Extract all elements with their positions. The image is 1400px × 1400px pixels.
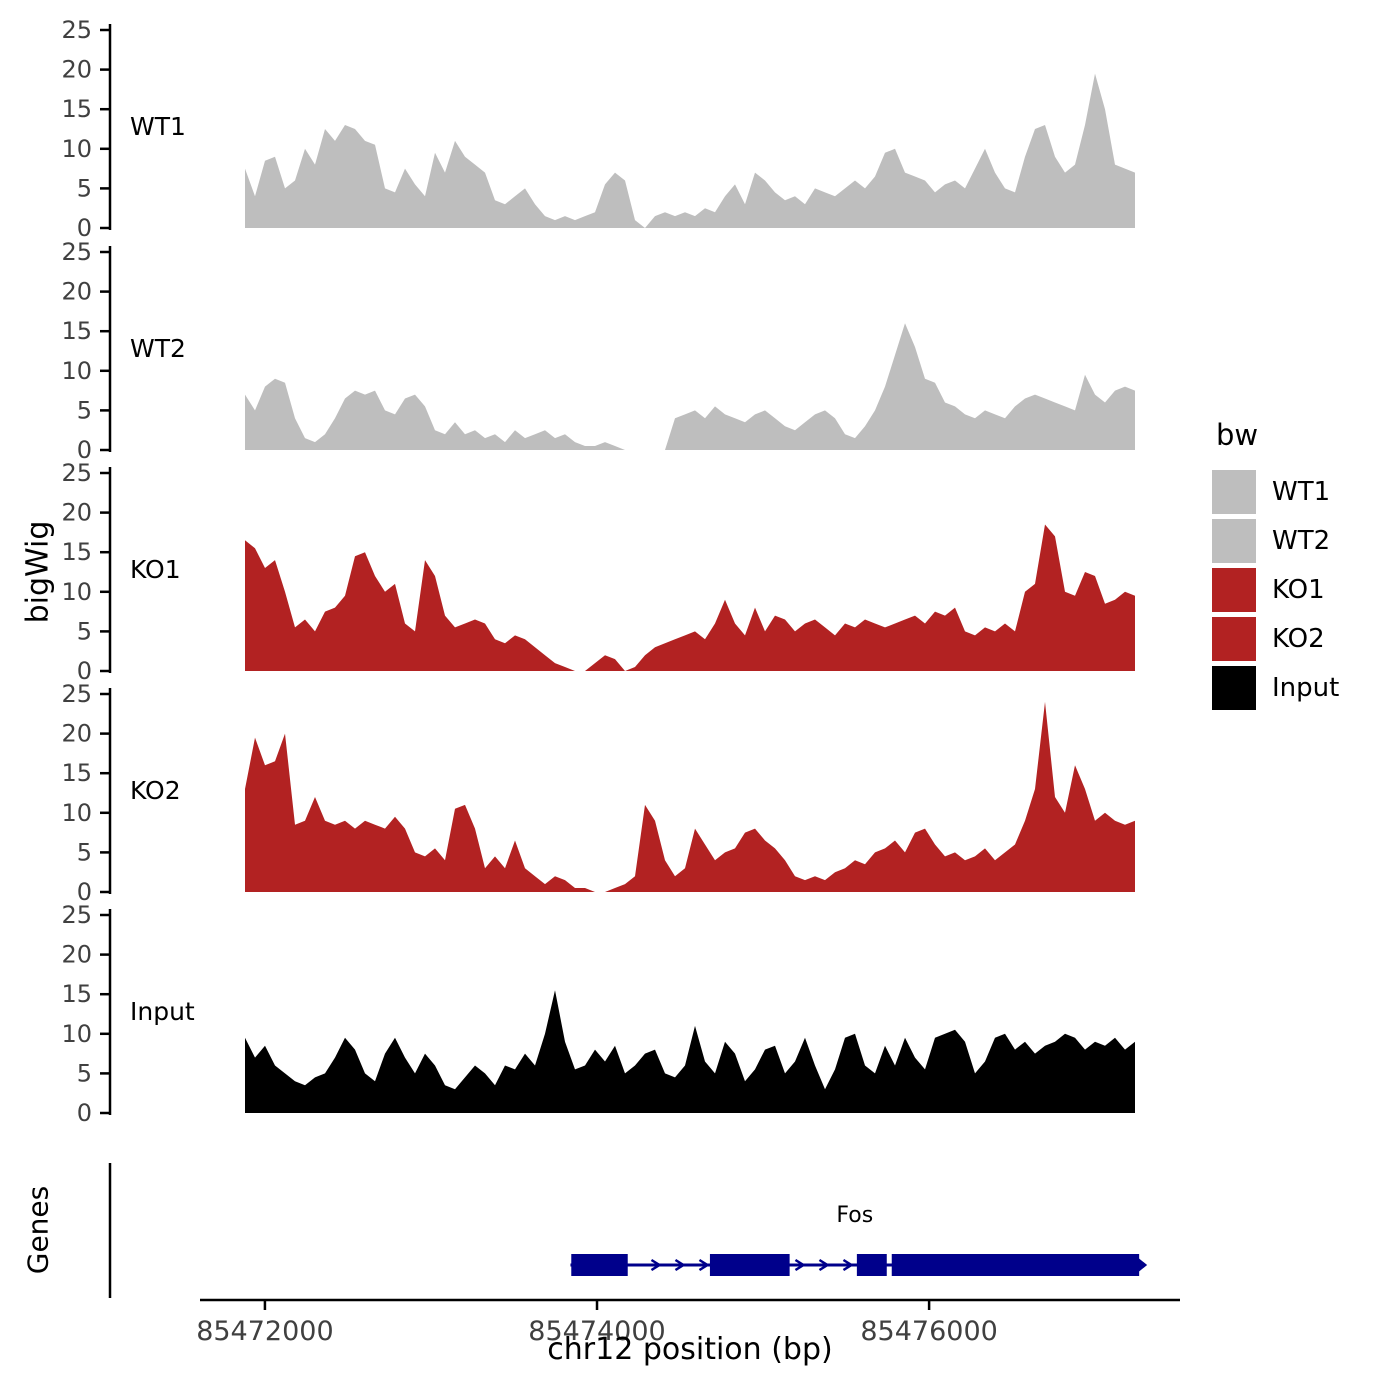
y-tick-label: 15 [61,538,92,566]
legend-label: KO2 [1272,624,1325,654]
track-KO1: 0 5 10 15 20 25 KO1 [61,459,1135,685]
x-axis-title: chr12 position (bp) [547,1332,833,1367]
y-tick-label: 0 [77,214,92,242]
legend-label: Input [1272,673,1340,703]
gene-exon [891,1254,1140,1276]
y-tick-label: 25 [61,680,92,708]
legend-label: WT1 [1272,477,1331,507]
legend-entry-KO2: KO2 [1212,617,1339,661]
y-tick-label: 25 [61,238,92,266]
legend-entry-WT2: WT2 [1212,519,1339,563]
y-tick-label: 0 [77,436,92,464]
track-label-WT1: WT1 [130,112,186,141]
y-tick-label: 0 [77,657,92,685]
track-label-Input: Input [130,997,195,1026]
y-tick-label: 20 [61,499,92,527]
y-tick-label: 5 [77,174,92,202]
y-tick-label: 10 [61,1020,92,1048]
y-tick-label: 10 [61,799,92,827]
legend-swatch [1212,519,1256,563]
strand-arrow-icon [650,1258,662,1272]
y-tick-label: 15 [61,980,92,1008]
y-tick-label: 10 [61,357,92,385]
legend-entry-KO1: KO1 [1212,568,1339,612]
y-tick-label: 5 [77,617,92,645]
y-tick-label: 10 [61,135,92,163]
gene-end-arrow-icon [1137,1257,1148,1273]
coverage-area-WT2 [245,323,1135,450]
y-tick-label: 20 [61,720,92,748]
gene-label: Fos [836,1203,873,1228]
legend-entries: WT1 WT2 KO1 KO2 Input [1212,470,1339,710]
y-tick-label: 15 [61,759,92,787]
track-label-KO2: KO2 [130,776,181,805]
strand-arrow-icon [674,1258,686,1272]
y-tick-label: 20 [61,278,92,306]
y-tick-label: 10 [61,578,92,606]
strand-arrow-icon [794,1258,806,1272]
x-tick-label: 85474000 [528,1316,665,1347]
legend: bw WT1 WT2 KO1 KO2 Input [1212,418,1339,715]
y-tick-label: 5 [77,838,92,866]
y-tick-label: 20 [61,56,92,84]
legend-swatch [1212,568,1256,612]
legend-swatch [1212,617,1256,661]
gene-exon [709,1254,790,1276]
coverage-area-KO1 [245,524,1135,671]
y-tick-label: 15 [61,95,92,123]
strand-arrow-icon [842,1258,854,1272]
y-tick-label: 0 [77,878,92,906]
track-WT2: 0 5 10 15 20 25 WT2 [61,238,1135,464]
x-tick-label: 85476000 [860,1316,997,1347]
y-tick-label: 25 [61,16,92,44]
y-tick-label: 20 [61,941,92,969]
coverage-area-KO2 [245,701,1135,892]
gene-exon [571,1254,628,1276]
coverage-area-Input [245,990,1135,1113]
y-tick-label: 25 [61,901,92,929]
gene-exon [856,1254,887,1276]
track-label-WT2: WT2 [130,334,186,363]
y-axis-title: bigWig [20,520,56,624]
y-tick-label: 15 [61,317,92,345]
track-KO2: 0 5 10 15 20 25 KO2 [61,680,1135,906]
legend-swatch [1212,470,1256,514]
genes-axis-title: Genes [21,1185,55,1275]
track-WT1: 0 5 10 15 20 25 WT1 [61,16,1135,242]
legend-swatch [1212,666,1256,710]
y-tick-label: 25 [61,459,92,487]
strand-arrow-icon [818,1258,830,1272]
x-tick-label: 85472000 [196,1316,333,1347]
legend-label: KO1 [1272,575,1325,605]
coverage-area-WT1 [245,73,1135,228]
legend-entry-WT1: WT1 [1212,470,1339,514]
legend-entry-Input: Input [1212,666,1339,710]
y-tick-label: 0 [77,1099,92,1127]
strand-arrow-icon [698,1258,710,1272]
track-Input: 0 5 10 15 20 25 Input [61,901,1135,1127]
y-tick-label: 5 [77,1059,92,1087]
y-tick-label: 5 [77,396,92,424]
legend-label: WT2 [1272,526,1331,556]
track-label-KO1: KO1 [130,555,181,584]
legend-title: bw [1216,418,1259,452]
